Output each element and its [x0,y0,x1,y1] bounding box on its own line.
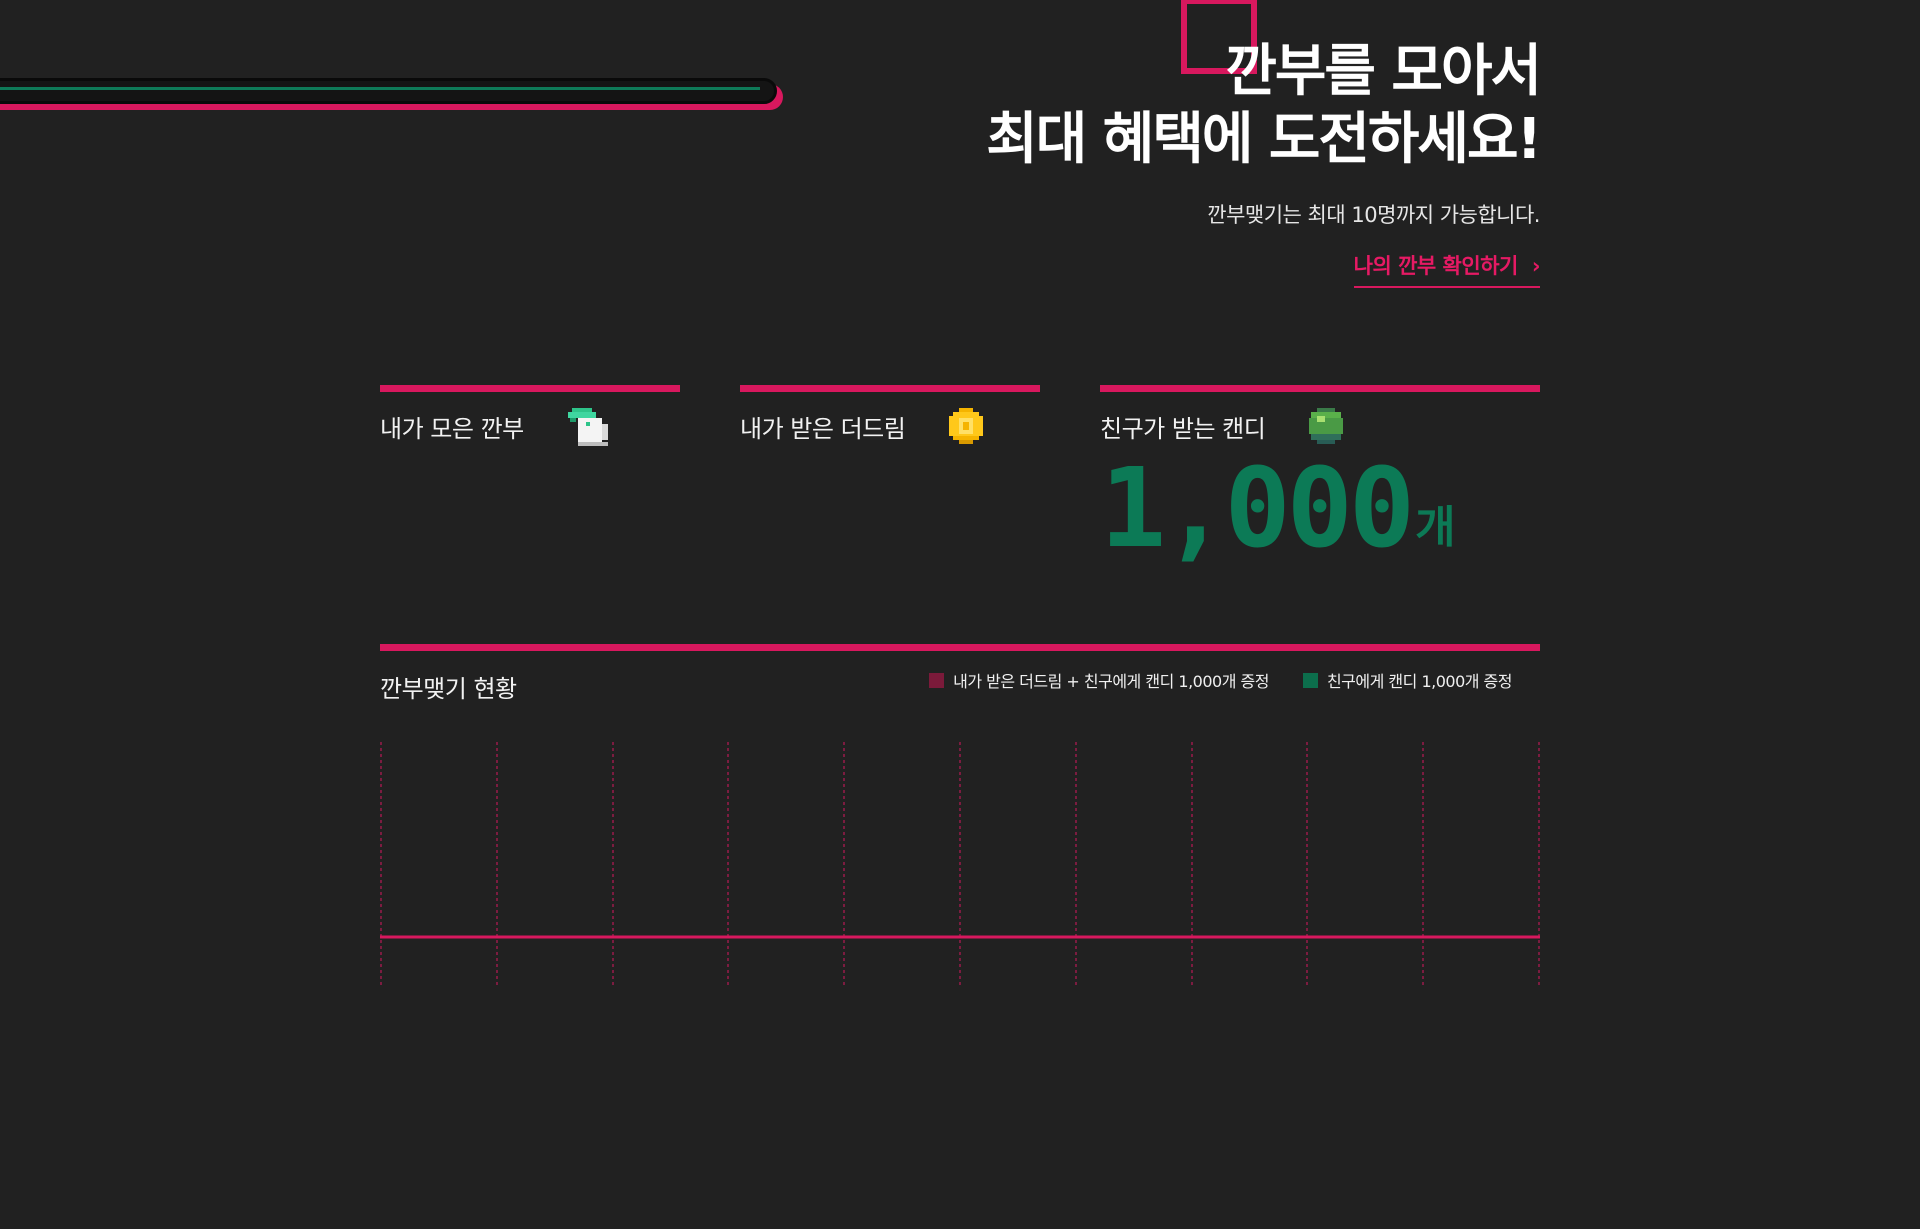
status-legend: 내가 받은 더드림 + 친구에게 캔디 1,000개 증정 친구에게 캔디 1,… [895,668,1513,692]
squid-card-icon [564,406,608,446]
decorative-square [1181,0,1257,74]
kkanbu-status-section: 깐부맺기 현황 내가 받은 더드림 + 친구에게 캔디 1,000개 증정 친구… [380,644,1540,731]
legend-swatch-crimson [929,672,945,688]
gold-coin-icon [945,406,989,446]
hero-title: 깐부를 모아서 최대 혜택에 도전하세요! [986,38,1542,174]
friend-candy-number: 1,000 [1100,444,1415,572]
check-my-kkanbu-label: 나의 깐부 확인하기 [1353,254,1519,278]
legend-item-thedream-candy: 내가 받은 더드림 + 친구에게 캔디 1,000개 증정 [929,668,1269,692]
legend-item-candy: 친구에게 캔디 1,000개 증정 [1302,668,1513,692]
friend-candy-unit: 개 [1415,502,1456,553]
kkanbu-status-title: 깐부맺기 현황 [380,675,517,703]
chevron-right-icon: › [1531,254,1541,278]
decorative-bar [0,78,783,112]
stat-friend-candy: 친구가 받는 캔디 1,000 개 [1100,385,1540,572]
slot-track-svg [380,742,1540,988]
stat-received-label: 내가 받은 더드림 [740,414,906,443]
kkanbu-slot-track [380,742,1540,988]
stat-friend-candy-label: 친구가 받는 캔디 [1100,414,1266,443]
hero-title-line2: 최대 혜택에 도전하세요! [986,107,1542,172]
check-my-kkanbu-link[interactable]: 나의 깐부 확인하기 › [1353,250,1541,288]
stat-collected-kkanbu: 내가 모은 깐부 [380,385,680,446]
hero-title-line1: 깐부를 모아서 [1225,39,1542,104]
green-candy-icon [1305,406,1349,446]
legend-label-candy: 친구에게 캔디 1,000개 증정 [1326,672,1513,691]
hero-section: 깐부를 모아서 최대 혜택에 도전하세요! 깐부맺기는 최대 10명까지 가능합… [986,38,1542,288]
stat-collected-label: 내가 모은 깐부 [380,414,524,443]
friend-candy-value: 1,000 개 [1100,444,1540,572]
stat-received-thedream: 내가 받은 더드림 [740,385,1040,446]
legend-label-thedream-candy: 내가 받은 더드림 + 친구에게 캔디 1,000개 증정 [953,672,1269,691]
legend-swatch-green [1302,672,1318,688]
hero-subtitle: 깐부맺기는 최대 10명까지 가능합니다. [1207,203,1540,227]
